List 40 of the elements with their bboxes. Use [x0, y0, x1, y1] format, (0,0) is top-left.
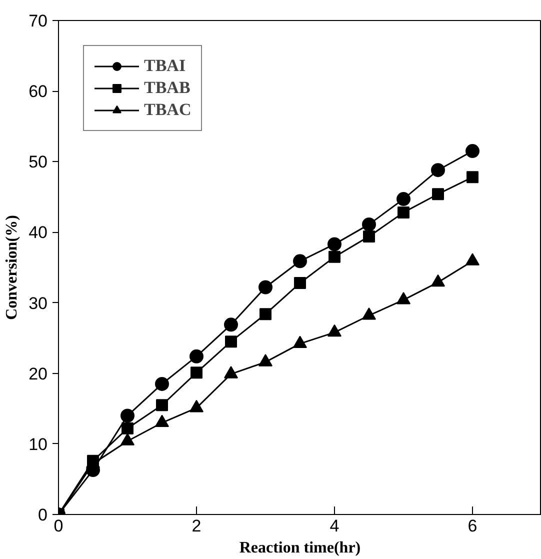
- legend-label: TBAC: [144, 100, 192, 120]
- point: [224, 318, 238, 332]
- point: [466, 171, 478, 184]
- point: [294, 277, 306, 290]
- point: [396, 192, 410, 206]
- point: [363, 230, 375, 242]
- x-tick-label: 2: [192, 516, 202, 536]
- legend-label: TBAI: [144, 56, 186, 76]
- point: [155, 376, 169, 391]
- point: [225, 336, 237, 348]
- point: [120, 408, 134, 423]
- y-axis-title: Conversion(%): [4, 215, 21, 320]
- point: [466, 144, 480, 158]
- point: [120, 433, 134, 446]
- point: [155, 414, 169, 428]
- x-axis-title: Reaction time(hr): [239, 540, 361, 556]
- legend-label: TBAB: [144, 78, 190, 98]
- y-tick-label: 40: [28, 223, 48, 242]
- point: [190, 349, 204, 364]
- point: [398, 206, 410, 218]
- y-tick-label: 30: [28, 294, 48, 313]
- point: [293, 254, 307, 268]
- point: [260, 308, 272, 320]
- point: [156, 399, 168, 412]
- point: [328, 250, 340, 263]
- y-tick-label: 70: [28, 12, 48, 30]
- x-tick-label: 0: [54, 516, 64, 536]
- y-tick-label: 10: [28, 434, 48, 454]
- point: [432, 188, 444, 200]
- point: [431, 163, 445, 178]
- point: [122, 422, 134, 434]
- y-tick-label: 50: [28, 152, 48, 172]
- y-tick-label: 60: [28, 82, 48, 102]
- point: [362, 217, 376, 232]
- y-tick-label: 20: [28, 364, 48, 384]
- point: [258, 280, 272, 294]
- x-tick-label: 4: [330, 516, 340, 536]
- point: [328, 237, 342, 252]
- point: [190, 366, 202, 379]
- x-tick-label: 6: [468, 516, 478, 536]
